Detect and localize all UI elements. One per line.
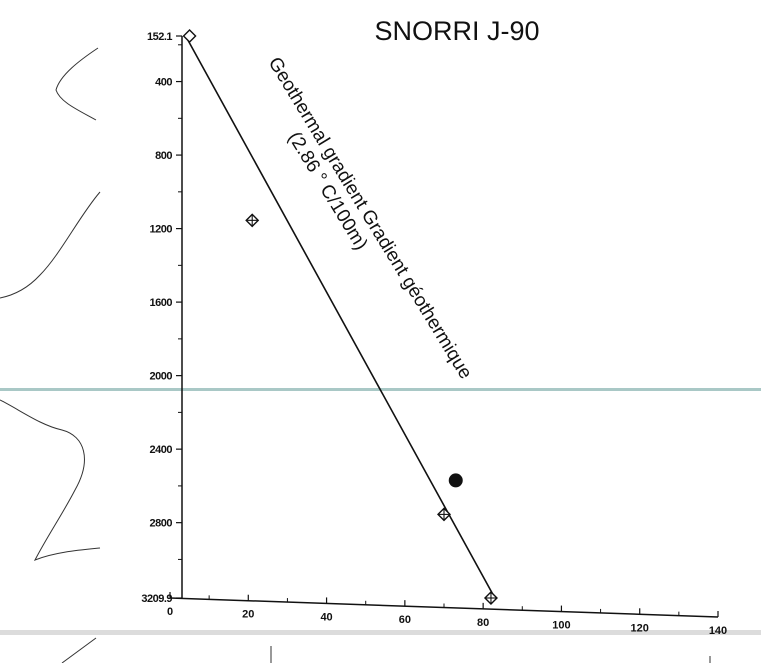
x-tick-label: 100 — [552, 620, 570, 632]
map-sketch — [0, 399, 101, 561]
y-tick-label: 2800 — [150, 518, 173, 530]
y-tick-label: 400 — [155, 77, 172, 89]
y-tick-label: 800 — [155, 150, 172, 162]
gradient-line — [184, 35, 496, 599]
gradient-annotation: Geothermal gradient Gradient géothermiqu… — [264, 54, 476, 383]
x-tick-label: 140 — [709, 625, 727, 637]
y-tick-label: 152.1 — [147, 31, 172, 43]
data-points — [182, 29, 498, 605]
map-sketch — [0, 191, 101, 299]
y-ticks: 152.1 400 800 1200 1600 2000 2400 2800 3209.9 — [141, 31, 182, 605]
data-point-crossed-diamond — [245, 213, 260, 228]
y-tick-label: 2400 — [150, 444, 173, 456]
y-tick-label: 3209.9 — [141, 593, 172, 605]
data-point-circle — [448, 473, 463, 488]
x-tick-label: 40 — [320, 611, 332, 623]
data-point-open-diamond — [182, 29, 197, 43]
map-sketch — [61, 637, 97, 663]
y-tick-label: 1600 — [150, 297, 173, 309]
chart-title: SNORRI J-90 — [374, 16, 539, 46]
y-tick-label: 1200 — [150, 224, 173, 236]
x-tick-label: 0 — [167, 606, 173, 618]
data-point-crossed-diamond — [483, 591, 498, 605]
gradient-label: Geothermal gradient Gradient géothermiqu… — [264, 54, 476, 383]
scan-edge — [0, 630, 761, 635]
x-tick-label: 80 — [477, 617, 489, 629]
x-tick-label: 60 — [399, 614, 411, 626]
x-ticks: 0 20 40 60 80 100 120 140 — [167, 592, 727, 637]
x-tick-label: 120 — [631, 622, 649, 634]
data-point-crossed-diamond — [437, 507, 451, 522]
y-tick-label: 2000 — [150, 371, 173, 383]
x-tick-label: 20 — [242, 609, 254, 621]
map-sketch — [55, 47, 99, 121]
